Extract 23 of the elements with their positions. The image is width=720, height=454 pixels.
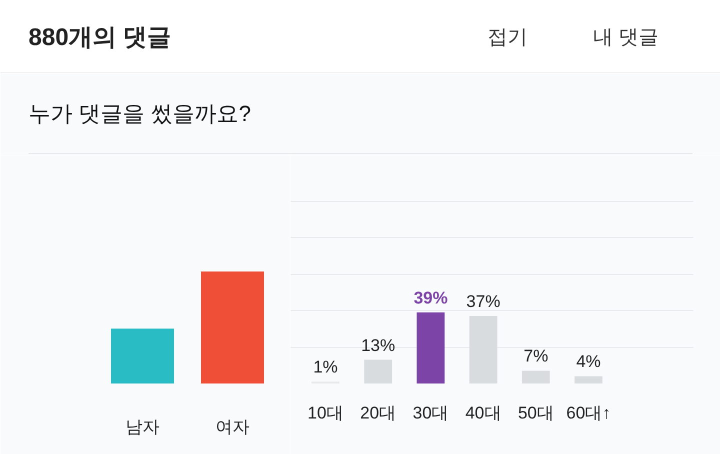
chart-subtitle: 누가 댓글을 썼을까요? bbox=[28, 101, 251, 126]
data-label: 37% bbox=[466, 292, 500, 312]
bar bbox=[364, 360, 392, 384]
x-tick-label: 20대 bbox=[360, 404, 396, 422]
text: 내 댓글 bbox=[592, 26, 659, 48]
bar bbox=[416, 312, 445, 384]
data-label: 4% bbox=[576, 352, 601, 372]
data-label: 7% bbox=[524, 346, 548, 366]
text: 접기 bbox=[488, 26, 528, 48]
data-label: 13% bbox=[361, 336, 396, 355]
x-tick-label: 30대 bbox=[412, 404, 449, 422]
data-label: 39% bbox=[414, 288, 448, 308]
chart-title: 880개의 댓글 bbox=[28, 24, 172, 51]
data-label: 1% bbox=[313, 358, 338, 377]
x-tick-label: 10대 bbox=[308, 404, 344, 422]
x-tick-label: 여자 bbox=[216, 418, 250, 436]
x-tick-label: 남자 bbox=[126, 418, 160, 436]
bar bbox=[522, 370, 550, 384]
x-tick-label: 40대 bbox=[465, 404, 502, 422]
bar bbox=[469, 316, 498, 384]
bar bbox=[574, 376, 602, 384]
x-tick-label: 50대 bbox=[518, 404, 554, 422]
x-tick-label: 60대↑ bbox=[566, 404, 611, 422]
